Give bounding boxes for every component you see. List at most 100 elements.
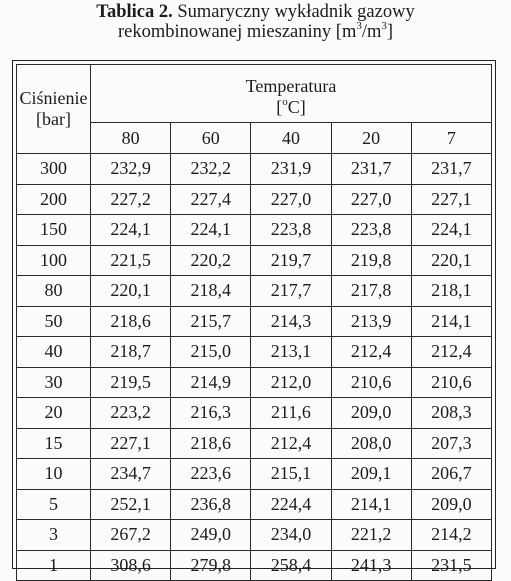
header-row-1: Ciśnienie [bar] Temperatura [oC] (16, 64, 492, 154)
table-row: 80 220,1 218,4 217,7 217,8 218,1 (16, 275, 493, 307)
value-cell: 221,5 (89, 244, 172, 276)
value-cell: 252,1 (89, 488, 172, 520)
value-cell: 218,4 (170, 275, 252, 307)
temperature-header-label: Temperatura (245, 76, 337, 96)
value-cell: 249,0 (170, 519, 252, 551)
pressure-header-label: Ciśnienie (19, 88, 88, 108)
table-row: 40 218,7 215,0 213,1 212,4 212,4 (16, 336, 493, 368)
value-cell: 224,1 (410, 214, 493, 246)
value-cell: 231,7 (330, 153, 412, 185)
value-cell: 212,4 (410, 336, 493, 368)
value-cell: 220,2 (170, 244, 252, 276)
temperature-column-header: 60 (170, 122, 252, 154)
table-row: 300 232,9 232,2 231,9 231,7 231,7 (16, 153, 493, 185)
value-cell: 231,7 (410, 153, 493, 185)
header-row-2: 80 60 40 20 7 (17, 122, 493, 154)
value-cell: 217,8 (330, 275, 412, 307)
value-cell: 258,4 (250, 549, 332, 581)
temperature-column-header: 80 (89, 122, 172, 154)
value-cell: 227,4 (170, 183, 252, 215)
value-cell: 210,6 (410, 366, 493, 398)
value-cell: 224,4 (250, 488, 332, 520)
value-cell: 227,2 (89, 183, 172, 215)
value-cell: 211,6 (250, 397, 332, 429)
value-cell: 219,8 (330, 244, 412, 276)
caption-line-1: Tablica 2. Sumaryczny wykładnik gazowy (0, 2, 511, 22)
table-row: 15 227,1 218,6 212,4 208,0 207,3 (16, 427, 493, 459)
value-cell: 220,1 (410, 244, 493, 276)
caption-label: Tablica 2. (96, 2, 173, 22)
value-cell: 212,4 (250, 427, 332, 459)
value-cell: 234,7 (89, 458, 172, 490)
value-cell: 221,2 (330, 519, 412, 551)
table-row: 3 267,2 249,0 234,0 221,2 214,2 (16, 519, 493, 551)
pressure-cell: 3 (16, 519, 91, 551)
temperature-column-header: 40 (250, 122, 332, 154)
value-cell: 279,8 (170, 549, 252, 581)
value-cell: 212,0 (250, 366, 332, 398)
value-cell: 219,5 (89, 366, 172, 398)
pressure-cell: 50 (16, 305, 91, 337)
table-caption: Tablica 2. Sumaryczny wykładnik gazowy r… (0, 2, 511, 42)
pressure-cell: 40 (16, 336, 91, 368)
value-cell: 209,1 (330, 458, 412, 490)
value-cell: 223,2 (89, 397, 172, 429)
temperature-header: Temperatura [oC] (90, 64, 492, 123)
value-cell: 227,0 (330, 183, 412, 215)
pressure-cell: 100 (16, 244, 91, 276)
table-row: 100 221,5 220,2 219,7 219,8 220,1 (16, 244, 493, 276)
table-row: 200 227,2 227,4 227,0 227,0 227,1 (16, 183, 493, 215)
pressure-cell: 200 (16, 183, 91, 215)
value-cell: 210,6 (330, 366, 412, 398)
value-cell: 232,9 (89, 153, 172, 185)
value-cell: 217,7 (250, 275, 332, 307)
table-row: 30 219,5 214,9 212,0 210,6 210,6 (16, 366, 493, 398)
value-cell: 214,2 (410, 519, 493, 551)
value-cell: 227,0 (250, 183, 332, 215)
value-cell: 215,7 (170, 305, 252, 337)
value-cell: 209,0 (410, 488, 493, 520)
value-cell: 208,3 (410, 397, 493, 429)
pressure-cell: 30 (16, 366, 91, 398)
value-cell: 215,0 (170, 336, 252, 368)
value-cell: 214,3 (250, 305, 332, 337)
value-cell: 232,2 (170, 153, 252, 185)
pressure-cell: 300 (16, 153, 91, 185)
table-row: 10 234,7 223,6 215,1 209,1 206,7 (16, 458, 493, 490)
table-row: 1 308,6 279,8 258,4 241,3 231,5 (16, 549, 493, 581)
degree-sign: o (282, 96, 288, 108)
value-cell: 231,9 (250, 153, 332, 185)
value-cell: 218,7 (89, 336, 172, 368)
pressure-cell: 5 (16, 488, 91, 520)
value-cell: 215,1 (250, 458, 332, 490)
value-cell: 223,8 (330, 214, 412, 246)
value-cell: 234,0 (250, 519, 332, 551)
value-cell: 223,6 (170, 458, 252, 490)
value-cell: 227,1 (410, 183, 493, 215)
table-row: 5 252,1 236,8 224,4 214,1 209,0 (16, 488, 493, 520)
value-cell: 209,0 (330, 397, 412, 429)
table-row: 50 218,6 215,7 214,3 213,9 214,1 (16, 305, 493, 337)
value-cell: 207,3 (410, 427, 493, 459)
caption-line-2: rekombinowanej mieszaniny [m3/m3] (0, 19, 511, 42)
caption-unit-exponent-2: 3 (381, 19, 387, 32)
value-cell: 216,3 (170, 397, 252, 429)
value-cell: 212,4 (330, 336, 412, 368)
value-cell: 220,1 (89, 275, 172, 307)
pressure-cell: 10 (16, 458, 91, 490)
value-cell: 213,9 (330, 305, 412, 337)
caption-unit-exponent-1: 3 (356, 19, 362, 32)
temperature-header-unit: [oC] (91, 97, 491, 118)
value-cell: 214,1 (410, 305, 493, 337)
temperature-column-header: 20 (330, 122, 412, 154)
caption-title-part-2: rekombinowanej mieszaniny [m (117, 22, 357, 42)
pressure-cell: 1 (16, 549, 91, 581)
pressure-cell: 80 (16, 275, 91, 307)
value-cell: 224,1 (89, 214, 172, 246)
value-cell: 214,9 (170, 366, 252, 398)
caption-unit-close: ] (386, 22, 394, 42)
value-cell: 218,1 (410, 275, 493, 307)
value-cell: 223,8 (250, 214, 332, 246)
value-cell: 213,1 (250, 336, 332, 368)
pressure-header: Ciśnienie [bar] (16, 64, 91, 154)
